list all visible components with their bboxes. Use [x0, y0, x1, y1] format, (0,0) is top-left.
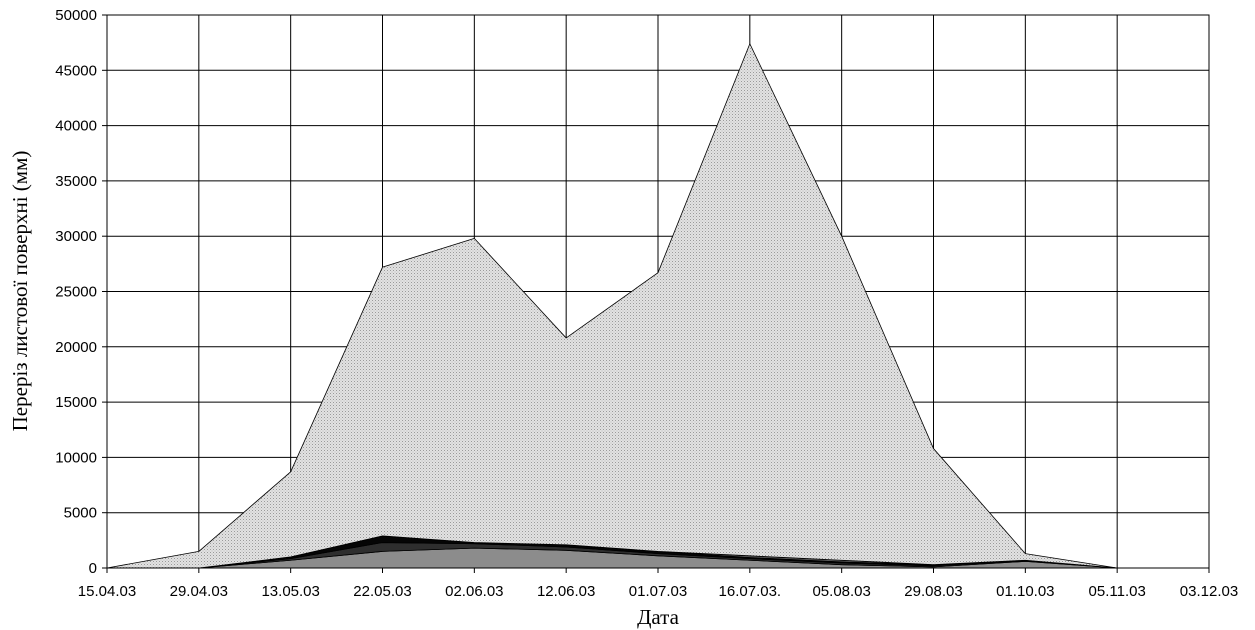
x-tick-label: 03.12.03: [1180, 583, 1238, 600]
y-tick-label: 30000: [55, 228, 97, 245]
y-tick-label: 20000: [55, 339, 97, 356]
y-tick-label: 25000: [55, 284, 97, 301]
x-tick-label: 13.05.03: [261, 583, 319, 600]
x-tick-label: 05.08.03: [812, 583, 870, 600]
y-tick-label: 50000: [55, 7, 97, 24]
y-tick-label: 35000: [55, 173, 97, 190]
y-tick-label: 40000: [55, 118, 97, 135]
y-tick-label: 45000: [55, 62, 97, 79]
x-tick-label: 16.07.03.: [719, 583, 782, 600]
y-tick-label: 15000: [55, 394, 97, 411]
x-axis: 15.04.03 29.04.03 13.05.03 22.05.03 02.06.03…: [78, 568, 1238, 600]
x-axis-title: Дата: [637, 605, 680, 629]
x-tick-label: 29.08.03: [904, 583, 962, 600]
x-tick-label: 05.11.03: [1089, 583, 1146, 600]
x-tick-label: 01.10.03: [996, 583, 1054, 600]
x-tick-label: 02.06.03: [445, 583, 503, 600]
y-axis-title: Переріз листової поверхні (мм): [8, 151, 32, 432]
x-tick-label: 01.07.03: [629, 583, 687, 600]
y-tick-label: 5000: [64, 505, 97, 522]
y-tick-label: 10000: [55, 449, 97, 466]
x-tick-label: 12.06.03: [537, 583, 595, 600]
x-tick-label: 22.05.03: [353, 583, 411, 600]
y-axis: 0 5000 10000 15000 20000 25000 30000 35000 40000…: [55, 7, 107, 577]
x-tick-label: 15.04.03: [78, 583, 136, 600]
y-tick-label: 0: [89, 560, 97, 577]
x-tick-label: 29.04.03: [170, 583, 228, 600]
